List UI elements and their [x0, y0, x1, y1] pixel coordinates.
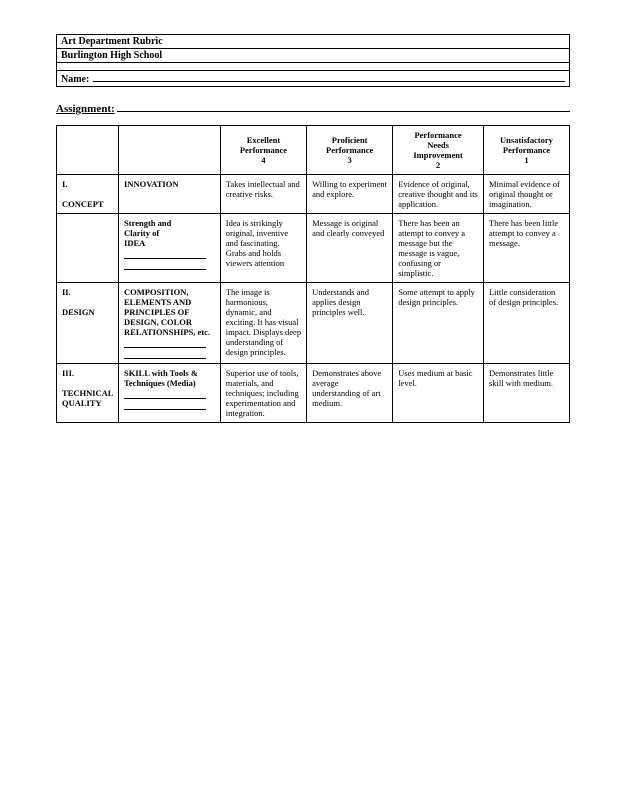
row3-s3: Understands and applies design principle… — [307, 283, 393, 364]
table-row: Strength and Clarity of IDEA Idea is str… — [57, 214, 570, 283]
row2-s2: There has been an attempt to convey a me… — [393, 214, 484, 283]
col-excellent: Excellent Performance 4 — [220, 126, 306, 175]
row4-s4: Superior use of tools, materials, and te… — [220, 364, 306, 423]
assignment-field-line[interactable] — [117, 101, 570, 112]
row2-criteria: Strength and Clarity of IDEA — [119, 214, 221, 283]
row1-roman: I. CONCEPT — [57, 175, 119, 214]
row3-s4: The image is harmonious, dynamic, and ex… — [220, 283, 306, 364]
header-blank — [57, 63, 569, 71]
header-name-row: Name: — [57, 71, 569, 86]
col-blank-1 — [57, 126, 119, 175]
header-box: Art Department Rubric Burlington High Sc… — [56, 34, 570, 87]
row1-s3: Willing to experiment and explore. — [307, 175, 393, 214]
table-header-row: Excellent Performance 4 Proficient Perfo… — [57, 126, 570, 175]
name-label: Name: — [61, 74, 89, 85]
assignment-label: Assignment: — [56, 103, 115, 115]
row1-s2: Evidence of original, creative thought a… — [393, 175, 484, 214]
score-line[interactable] — [124, 391, 206, 399]
row2-s1: There has been little attempt to convey … — [483, 214, 569, 283]
row3-s1: Little consideration of design principle… — [483, 283, 569, 364]
col-blank-2 — [119, 126, 221, 175]
row4-s1: Demonstrates little skill with medium. — [483, 364, 569, 423]
col-unsatisfactory: Unsatisfactory Performance 1 — [483, 126, 569, 175]
assignment-row: Assignment: — [56, 101, 570, 115]
row3-criteria: COMPOSITION, ELEMENTS AND PRINCIPLES OF … — [119, 283, 221, 364]
row1-criteria: INNOVATION — [119, 175, 221, 214]
row4-s3: Demonstrates above average understanding… — [307, 364, 393, 423]
row4-roman: III. TECHNICAL QUALITY — [57, 364, 119, 423]
table-row: I. CONCEPT INNOVATION Takes intellectual… — [57, 175, 570, 214]
score-line[interactable] — [124, 402, 206, 410]
row2-s4: Idea is strikingly original, inventive a… — [220, 214, 306, 283]
header-title: Art Department Rubric — [57, 35, 569, 49]
row3-roman: II. DESIGN — [57, 283, 119, 364]
score-line[interactable] — [124, 251, 206, 259]
row3-s2: Some attempt to apply design principles. — [393, 283, 484, 364]
table-row: III. TECHNICAL QUALITY SKILL with Tools … — [57, 364, 570, 423]
page: Art Department Rubric Burlington High Sc… — [0, 0, 618, 453]
col-needs-improvement: Performance Needs Improvement 2 — [393, 126, 484, 175]
rubric-table: Excellent Performance 4 Proficient Perfo… — [56, 125, 570, 423]
row2-roman — [57, 214, 119, 283]
table-row: II. DESIGN COMPOSITION, ELEMENTS AND PRI… — [57, 283, 570, 364]
row1-s1: Minimal evidence of original thought or … — [483, 175, 569, 214]
row2-s3: Message is original and clearly conveyed — [307, 214, 393, 283]
score-line[interactable] — [124, 262, 206, 270]
score-line[interactable] — [124, 340, 206, 348]
col-proficient: Proficient Performance 3 — [307, 126, 393, 175]
row1-s4: Takes intellectual and creative risks. — [220, 175, 306, 214]
row4-s2: Uses medium at basic level. — [393, 364, 484, 423]
score-line[interactable] — [124, 351, 206, 359]
header-school: Burlington High School — [57, 49, 569, 63]
row4-criteria: SKILL with Tools & Techniques (Media) — [119, 364, 221, 423]
name-field-line[interactable] — [93, 72, 565, 82]
